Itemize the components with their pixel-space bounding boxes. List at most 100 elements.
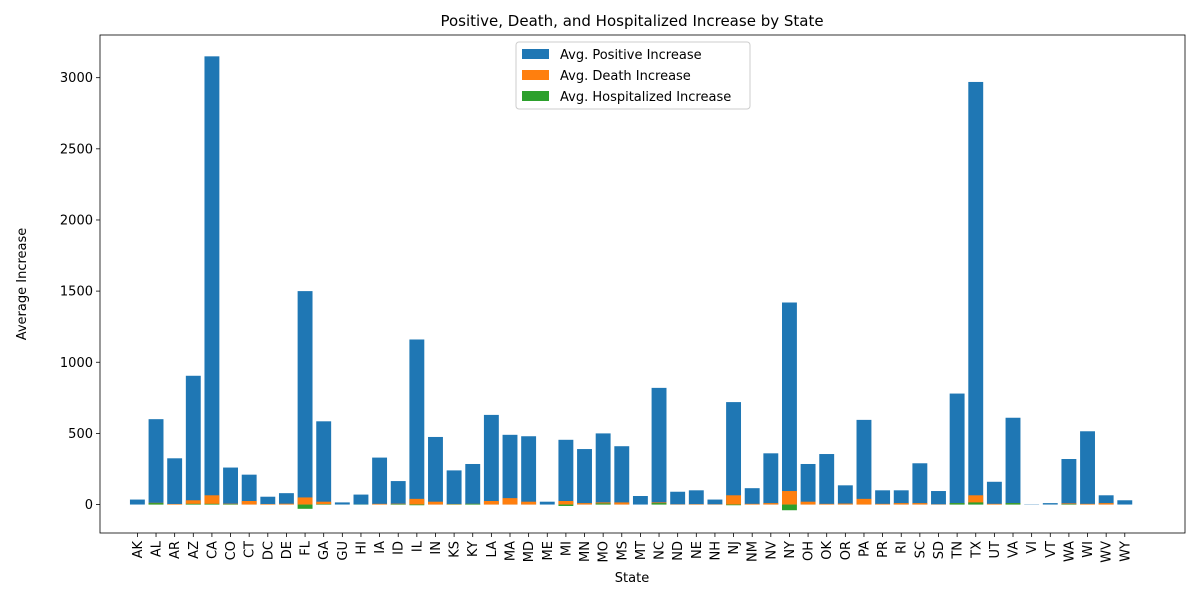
x-tick-label: WA: [1062, 541, 1077, 562]
bar-nc-series-3: [652, 503, 667, 504]
bar-ks-series-1: [447, 470, 462, 504]
bar-mo-series-3: [596, 503, 611, 504]
x-tick-label: UT: [988, 541, 1003, 559]
bar-hi-series-1: [354, 495, 369, 505]
bar-ia-series-1: [372, 458, 387, 505]
bar-mi-series-3: [558, 505, 573, 506]
x-tick-label: TN: [951, 541, 966, 560]
x-tick-label: VI: [1025, 541, 1040, 554]
bar-or-series-2: [838, 504, 853, 505]
x-tick-label: MI: [559, 541, 574, 556]
bar-de-series-2: [279, 504, 294, 505]
x-tick-label: DE: [280, 541, 295, 559]
bar-ga-series-1: [316, 421, 331, 504]
bar-ar-series-2: [167, 504, 182, 505]
bar-ut-series-2: [987, 504, 1002, 505]
bar-vt-series-1: [1043, 503, 1058, 504]
bar-ok-series-2: [819, 504, 834, 505]
x-tick-label: MS: [615, 541, 630, 560]
bar-tn-series-1: [950, 394, 965, 505]
bar-nv-series-2: [763, 503, 778, 504]
bar-mo-series-1: [596, 433, 611, 504]
x-tick-label: IN: [429, 541, 444, 555]
x-tick-label: IA: [373, 541, 388, 554]
bar-tx-series-3: [968, 502, 983, 504]
x-tick-label: WY: [1118, 541, 1133, 562]
x-tick-label: NV: [764, 541, 779, 560]
y-tick-label: 1000: [60, 356, 93, 371]
bar-pr-series-2: [875, 504, 890, 505]
y-tick-label: 2000: [60, 213, 93, 228]
bar-la-series-1: [484, 415, 499, 505]
x-tick-label: VA: [1007, 541, 1022, 558]
x-tick-label: KS: [448, 541, 463, 558]
x-tick-label: AR: [168, 541, 183, 559]
x-tick-label: MO: [597, 541, 612, 562]
bar-wa-series-1: [1061, 459, 1076, 505]
bar-mn-series-2: [577, 503, 592, 504]
bar-va-series-1: [1006, 418, 1021, 505]
bar-tx-series-1: [968, 82, 983, 505]
x-tick-label: VT: [1044, 541, 1059, 558]
x-tick-label: NM: [746, 541, 761, 562]
bar-mi-series-1: [558, 440, 573, 505]
bar-tn-series-3: [950, 503, 965, 504]
x-tick-label: NE: [690, 541, 705, 559]
x-tick-label: NY: [783, 541, 798, 559]
bar-ri-series-2: [894, 503, 909, 504]
x-tick-label: TX: [969, 541, 984, 559]
bar-ok-series-1: [819, 454, 834, 505]
legend-label-series-3: Avg. Hospitalized Increase: [560, 90, 731, 105]
bar-fl-series-1: [298, 291, 313, 504]
bar-va-series-3: [1006, 503, 1021, 504]
bar-nh-series-1: [707, 500, 722, 505]
bar-co-series-1: [223, 468, 238, 505]
bar-ca-series-1: [204, 56, 219, 504]
x-tick-label: NJ: [727, 541, 742, 555]
bar-md-series-2: [521, 502, 536, 505]
bar-sc-series-1: [912, 463, 927, 504]
bar-ct-series-2: [242, 501, 257, 505]
bar-md-series-1: [521, 436, 536, 504]
bar-pa-series-2: [857, 499, 872, 505]
x-tick-label: KY: [466, 541, 481, 557]
bar-ca-series-2: [204, 495, 219, 504]
bar-nj-series-3: [726, 505, 741, 506]
bar-nj-series-2: [726, 495, 741, 504]
bar-pr-series-1: [875, 490, 890, 504]
bar-fl-series-3: [298, 505, 313, 509]
x-tick-label: ID: [392, 541, 407, 555]
x-tick-label: IL: [410, 540, 425, 552]
x-tick-label: SD: [932, 541, 947, 559]
x-tick-label: MN: [578, 541, 593, 562]
legend-swatch-series-1: [522, 49, 549, 59]
bar-mi-series-2: [558, 501, 573, 505]
x-tick-label: HI: [354, 541, 369, 555]
bar-in-series-1: [428, 437, 443, 505]
x-tick-label: OH: [802, 541, 817, 561]
bar-la-series-2: [484, 501, 499, 505]
legend-label-series-2: Avg. Death Increase: [560, 69, 691, 84]
y-axis-label: Average Increase: [15, 228, 30, 341]
x-tick-label: RI: [895, 541, 910, 554]
bar-ky-series-1: [465, 464, 480, 505]
bar-sc-series-2: [912, 503, 927, 504]
bar-wy-series-1: [1117, 500, 1132, 504]
bar-ne-series-1: [689, 490, 704, 504]
bar-in-series-2: [428, 502, 443, 505]
bar-nm-series-2: [745, 504, 760, 505]
legend-swatch-series-3: [522, 91, 549, 101]
x-tick-label: AK: [131, 541, 146, 559]
bar-ia-series-2: [372, 504, 387, 505]
x-tick-label: SC: [913, 541, 928, 558]
x-tick-label: AZ: [187, 541, 202, 559]
bar-il-series-2: [409, 499, 424, 505]
bar-dc-series-2: [260, 504, 275, 505]
bar-il-series-1: [409, 339, 424, 504]
bar-ct-series-1: [242, 475, 257, 505]
x-tick-label: MD: [522, 541, 537, 562]
y-tick-label: 1500: [60, 285, 93, 300]
bar-ak-series-1: [130, 500, 145, 505]
